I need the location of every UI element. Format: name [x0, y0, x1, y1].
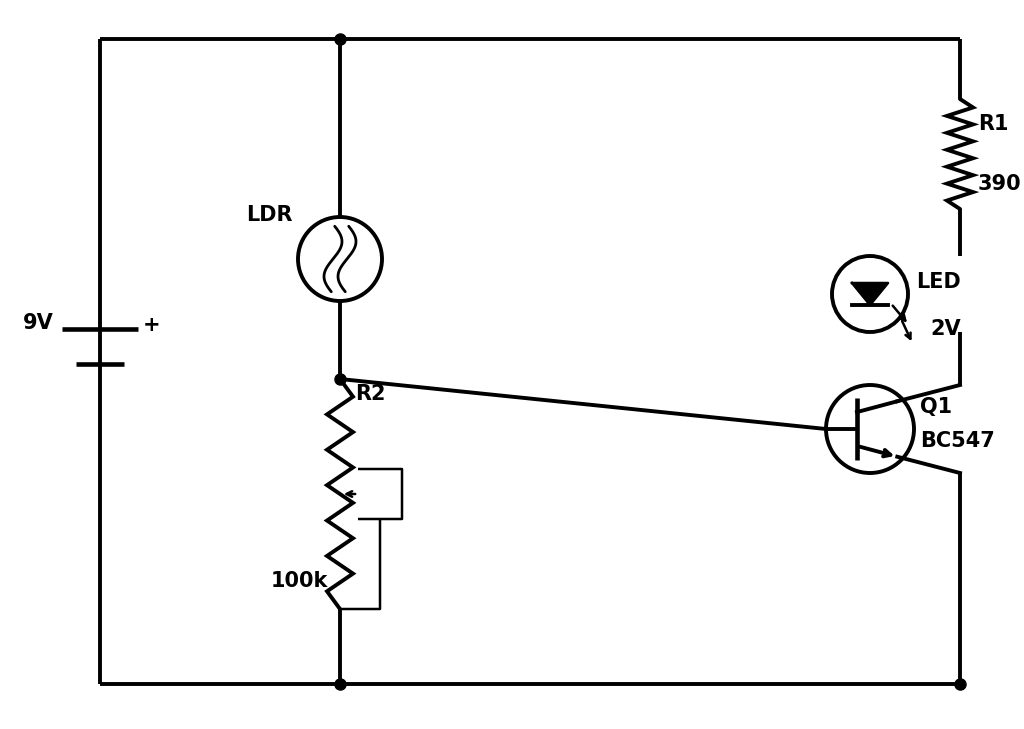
- Text: 2V: 2V: [930, 319, 961, 339]
- Text: 390: 390: [978, 174, 1022, 194]
- Text: LED: LED: [916, 272, 961, 292]
- Text: Q1: Q1: [920, 397, 952, 417]
- Text: 9V: 9V: [24, 313, 54, 333]
- Text: R2: R2: [355, 384, 385, 404]
- Text: +: +: [143, 315, 161, 335]
- Text: LDR: LDR: [247, 205, 293, 225]
- Text: 100k: 100k: [270, 571, 328, 591]
- Polygon shape: [852, 283, 888, 305]
- Text: BC547: BC547: [920, 431, 994, 451]
- Text: R1: R1: [978, 114, 1009, 134]
